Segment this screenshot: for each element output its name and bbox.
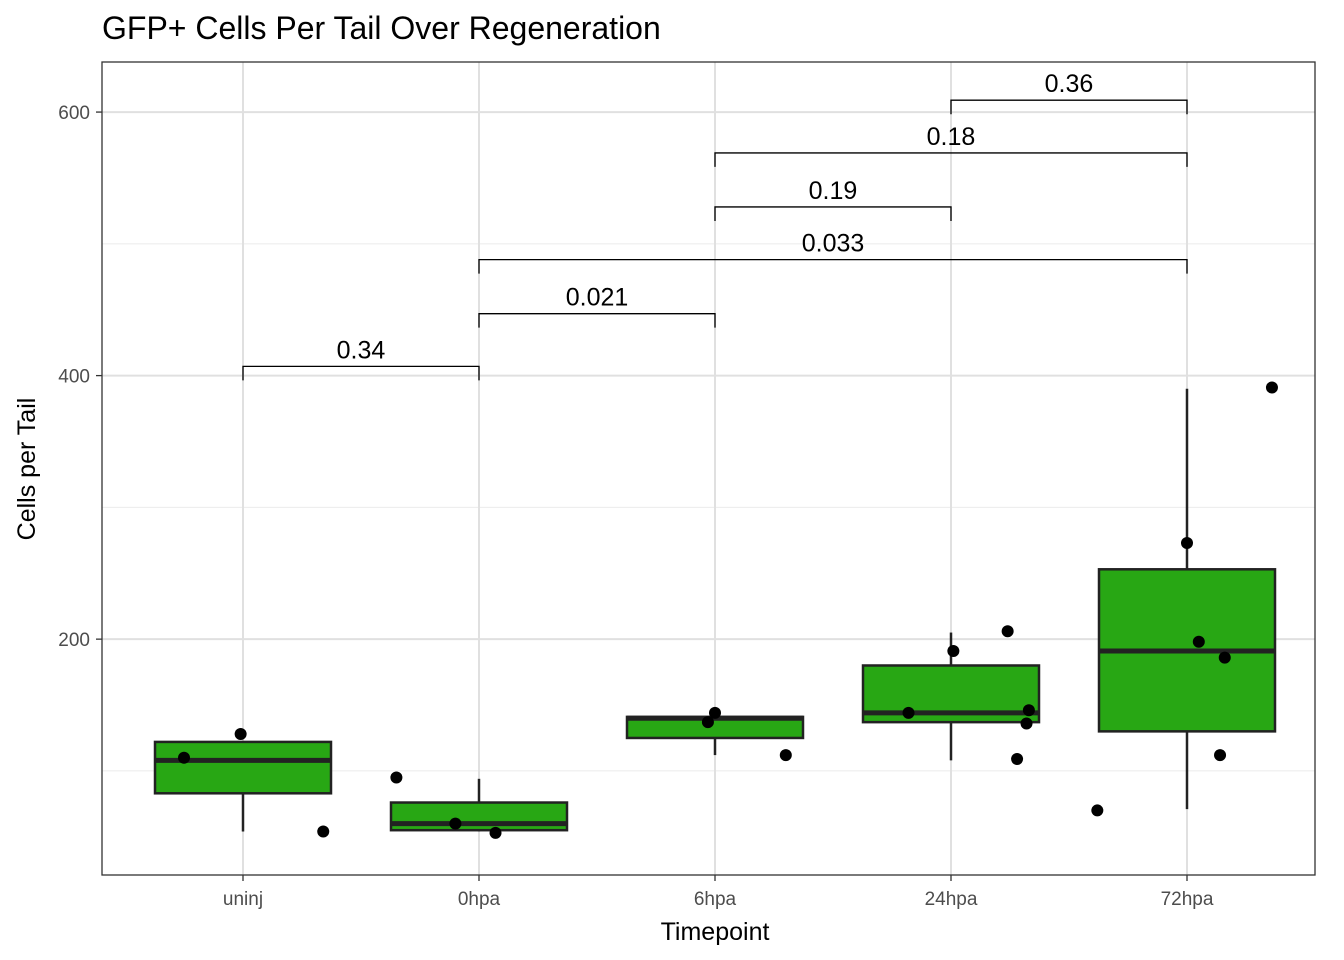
comparison-bracket: 0.36 bbox=[950, 70, 1188, 115]
x-axis-title: Timepoint bbox=[661, 918, 770, 946]
data-point bbox=[449, 817, 462, 830]
bracket-line bbox=[478, 259, 1188, 274]
x-axis: uninj 0hpa 6hpa 24hpa 72hpa bbox=[223, 875, 1214, 910]
p-value-label: 0.18 bbox=[927, 123, 976, 151]
data-point bbox=[701, 716, 714, 729]
data-point bbox=[1022, 704, 1035, 717]
data-point bbox=[1011, 753, 1024, 766]
data-point bbox=[947, 644, 960, 657]
data-point bbox=[1020, 717, 1033, 730]
p-value-label: 0.033 bbox=[802, 230, 865, 258]
comparison-bracket: 0.021 bbox=[478, 284, 716, 328]
data-point bbox=[1181, 536, 1193, 549]
data-point bbox=[234, 728, 247, 741]
y-tick-label: 600 bbox=[58, 103, 90, 124]
data-point bbox=[1091, 804, 1104, 817]
y-tick-label: 200 bbox=[58, 630, 90, 651]
x-tick-label: 6hpa bbox=[694, 889, 737, 910]
comparison-bracket: 0.34 bbox=[242, 336, 480, 381]
data-point bbox=[902, 706, 915, 719]
y-axis: 200 400 600 bbox=[58, 103, 102, 651]
p-value-label: 0.34 bbox=[337, 336, 386, 364]
box-24hpa bbox=[861, 632, 1041, 761]
data-point bbox=[779, 749, 792, 762]
comparison-bracket: 0.19 bbox=[714, 177, 952, 221]
data-point bbox=[489, 826, 502, 839]
y-tick-label: 400 bbox=[58, 367, 90, 388]
data-points bbox=[178, 381, 1278, 839]
box-body bbox=[153, 740, 333, 795]
x-tick-label: 0hpa bbox=[458, 889, 501, 910]
x-tick-label: 24hpa bbox=[925, 889, 978, 910]
x-tick-label: 72hpa bbox=[1161, 889, 1214, 910]
data-point bbox=[709, 706, 721, 719]
p-value-label: 0.36 bbox=[1045, 70, 1094, 98]
comparison-bracket: 0.18 bbox=[714, 123, 1188, 167]
box-plots bbox=[153, 388, 1277, 832]
chart-title: GFP+ Cells Per Tail Over Regeneration bbox=[102, 10, 661, 46]
comparison-bracket: 0.033 bbox=[478, 230, 1188, 274]
bracket-line bbox=[478, 313, 716, 328]
data-point bbox=[1192, 635, 1205, 648]
data-point bbox=[390, 771, 403, 784]
data-point bbox=[1218, 651, 1231, 664]
p-value-label: 0.021 bbox=[566, 284, 629, 312]
p-value-label: 0.19 bbox=[809, 177, 858, 205]
bracket-line bbox=[714, 206, 952, 221]
plot-border bbox=[101, 61, 1316, 876]
bracket-line bbox=[242, 365, 480, 381]
y-axis-title: Cells per Tail bbox=[13, 398, 41, 541]
data-point bbox=[317, 825, 330, 838]
data-point bbox=[1001, 625, 1014, 638]
plot-background bbox=[102, 62, 1315, 875]
comparison-brackets: 0.34 0.021 0.033 0.19 0.18 0.36 bbox=[242, 70, 1188, 381]
bracket-line bbox=[950, 99, 1188, 115]
x-tick-label: uninj bbox=[223, 889, 263, 910]
data-point bbox=[1265, 381, 1278, 394]
box-0hpa bbox=[389, 778, 569, 832]
data-point bbox=[1214, 749, 1227, 762]
bracket-line bbox=[714, 152, 1188, 167]
data-point bbox=[178, 751, 190, 764]
box-72hpa bbox=[1097, 388, 1277, 810]
box-uninj bbox=[153, 740, 333, 832]
